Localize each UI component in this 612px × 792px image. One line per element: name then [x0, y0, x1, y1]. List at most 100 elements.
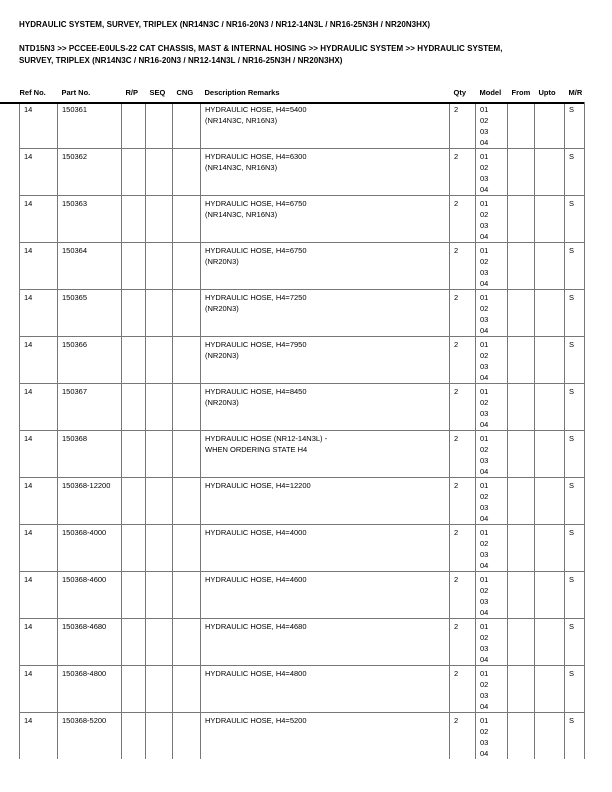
cell-description: HYDRAULIC HOSE, H4=7250 (NR20N3): [200, 289, 450, 337]
cell-seq: [145, 430, 173, 478]
cell-ref-no: 14: [19, 524, 58, 572]
column-header-part-no: Part No.: [61, 88, 91, 97]
cell-from: [507, 242, 535, 290]
cell-mr: S: [564, 477, 585, 525]
cell-seq: [145, 148, 173, 196]
cell-ref-no: 14: [19, 477, 58, 525]
cell-rp: [121, 477, 146, 525]
cell-description: HYDRAULIC HOSE, H4=7950 (NR20N3): [200, 336, 450, 384]
cell-from: [507, 524, 535, 572]
table-row: 14 150368-4800 HYDRAULIC HOSE, H4=4800 2…: [19, 665, 585, 713]
cell-qty: 2: [449, 195, 476, 243]
cell-model: 01 02 03 04: [475, 383, 508, 431]
cell-cng: [172, 102, 201, 149]
cell-model: 01 02 03 04: [475, 289, 508, 337]
cell-rp: [121, 712, 146, 759]
cell-seq: [145, 477, 173, 525]
cell-model: 01 02 03 04: [475, 477, 508, 525]
breadcrumb: NTD15N3 >> PCCEE-E0ULS-22 CAT CHASSIS, M…: [19, 44, 503, 65]
table-row: 14 150368-4680 HYDRAULIC HOSE, H4=4680 2…: [19, 618, 585, 666]
cell-part-no: 150368-5200: [57, 712, 122, 759]
table-header-row: Ref No. Part No. R/P SEQ CNG Description…: [20, 86, 585, 102]
cell-mr: S: [564, 524, 585, 572]
cell-seq: [145, 242, 173, 290]
cell-model: 01 02 03 04: [475, 430, 508, 478]
cell-upto: [534, 195, 565, 243]
header-rule-divider: [0, 101, 584, 104]
table-row: 14 150367 HYDRAULIC HOSE, H4=8450 (NR20N…: [19, 383, 585, 431]
cell-description: HYDRAULIC HOSE, H4=8450 (NR20N3): [200, 383, 450, 431]
cell-mr: S: [564, 102, 585, 149]
cell-model: 01 02 03 04: [475, 524, 508, 572]
cell-description: HYDRAULIC HOSE (NR12-14N3L) - WHEN ORDER…: [200, 430, 450, 478]
cell-rp: [121, 289, 146, 337]
cell-qty: 2: [449, 712, 476, 759]
cell-rp: [121, 524, 146, 572]
cell-description: HYDRAULIC HOSE, H4=6750 (NR20N3): [200, 242, 450, 290]
table-row: 14 150368-4600 HYDRAULIC HOSE, H4=4600 2…: [19, 571, 585, 619]
cell-cng: [172, 430, 201, 478]
cell-part-no: 150368-4000: [57, 524, 122, 572]
cell-upto: [534, 712, 565, 759]
cell-cng: [172, 383, 201, 431]
column-header-rp: R/P: [125, 88, 139, 97]
cell-description: HYDRAULIC HOSE, H4=4000: [200, 524, 450, 572]
cell-mr: S: [564, 665, 585, 713]
cell-model: 01 02 03 04: [475, 665, 508, 713]
cell-description: HYDRAULIC HOSE, H4=5200: [200, 712, 450, 759]
cell-seq: [145, 336, 173, 384]
table-row: 14 150366 HYDRAULIC HOSE, H4=7950 (NR20N…: [19, 336, 585, 384]
cell-qty: 2: [449, 430, 476, 478]
cell-cng: [172, 148, 201, 196]
column-header-model: Model: [479, 88, 502, 97]
cell-from: [507, 712, 535, 759]
cell-qty: 2: [449, 289, 476, 337]
table-row: 14 150362 HYDRAULIC HOSE, H4=6300 (NR14N…: [19, 148, 585, 196]
cell-seq: [145, 195, 173, 243]
cell-part-no: 150367: [57, 383, 122, 431]
cell-ref-no: 14: [19, 336, 58, 384]
table-body: 14 150361 HYDRAULIC HOSE, H4=5400 (NR14N…: [19, 102, 585, 759]
column-header-seq: SEQ: [149, 88, 166, 97]
cell-ref-no: 14: [19, 383, 58, 431]
cell-cng: [172, 195, 201, 243]
cell-part-no: 150366: [57, 336, 122, 384]
cell-seq: [145, 571, 173, 619]
cell-qty: 2: [449, 148, 476, 196]
cell-ref-no: 14: [19, 289, 58, 337]
cell-qty: 2: [449, 477, 476, 525]
cell-description: HYDRAULIC HOSE, H4=12200: [200, 477, 450, 525]
cell-mr: S: [564, 336, 585, 384]
cell-model: 01 02 03 04: [475, 336, 508, 384]
cell-seq: [145, 618, 173, 666]
cell-upto: [534, 477, 565, 525]
page-title: HYDRAULIC SYSTEM, SURVEY, TRIPLEX (NR14N…: [19, 20, 431, 29]
cell-model: 01 02 03 04: [475, 242, 508, 290]
cell-mr: S: [564, 289, 585, 337]
cell-mr: S: [564, 242, 585, 290]
cell-qty: 2: [449, 242, 476, 290]
cell-from: [507, 195, 535, 243]
cell-cng: [172, 618, 201, 666]
cell-upto: [534, 336, 565, 384]
cell-upto: [534, 524, 565, 572]
cell-rp: [121, 571, 146, 619]
column-header-from: From: [511, 88, 531, 97]
cell-part-no: 150363: [57, 195, 122, 243]
cell-upto: [534, 289, 565, 337]
cell-qty: 2: [449, 336, 476, 384]
cell-from: [507, 665, 535, 713]
cell-mr: S: [564, 195, 585, 243]
cell-ref-no: 14: [19, 618, 58, 666]
table-row: 14 150368 HYDRAULIC HOSE (NR12-14N3L) - …: [19, 430, 585, 478]
cell-cng: [172, 242, 201, 290]
cell-cng: [172, 712, 201, 759]
cell-part-no: 150368-4680: [57, 618, 122, 666]
table-row: 14 150368-5200 HYDRAULIC HOSE, H4=5200 2…: [19, 712, 585, 759]
cell-cng: [172, 571, 201, 619]
cell-upto: [534, 383, 565, 431]
cell-description: HYDRAULIC HOSE, H4=4680: [200, 618, 450, 666]
cell-rp: [121, 336, 146, 384]
parts-table: Ref No. Part No. R/P SEQ CNG Description…: [19, 86, 585, 759]
cell-ref-no: 14: [19, 242, 58, 290]
